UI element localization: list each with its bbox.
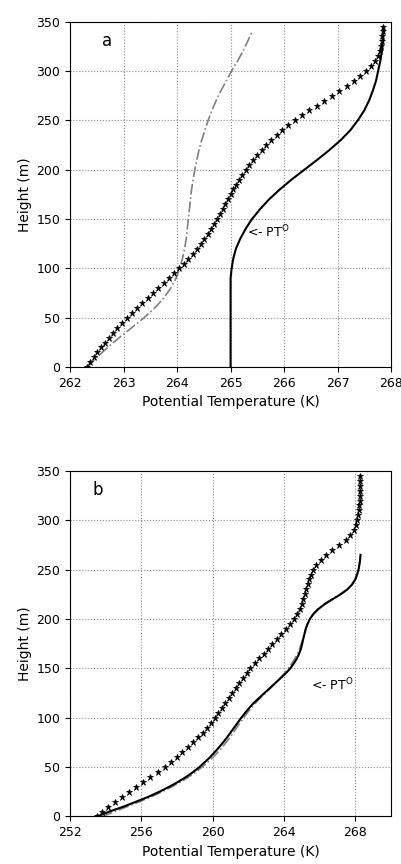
Text: b: b <box>93 481 103 499</box>
Y-axis label: Height (m): Height (m) <box>18 157 32 232</box>
X-axis label: Potential Temperature (K): Potential Temperature (K) <box>142 396 320 410</box>
Text: a: a <box>102 32 112 50</box>
Text: <- PT$^\mathregular{O}$: <- PT$^\mathregular{O}$ <box>311 677 353 693</box>
X-axis label: Potential Temperature (K): Potential Temperature (K) <box>142 845 320 859</box>
Text: <- PT$^\mathregular{O}$: <- PT$^\mathregular{O}$ <box>247 223 289 240</box>
Y-axis label: Height (m): Height (m) <box>18 607 32 681</box>
